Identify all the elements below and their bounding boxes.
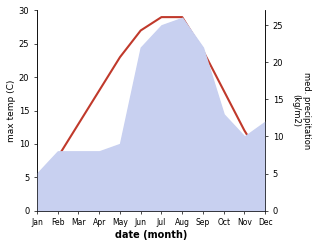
X-axis label: date (month): date (month) [115,230,187,240]
Y-axis label: med. precipitation
(kg/m2): med. precipitation (kg/m2) [292,72,311,149]
Y-axis label: max temp (C): max temp (C) [7,79,16,142]
